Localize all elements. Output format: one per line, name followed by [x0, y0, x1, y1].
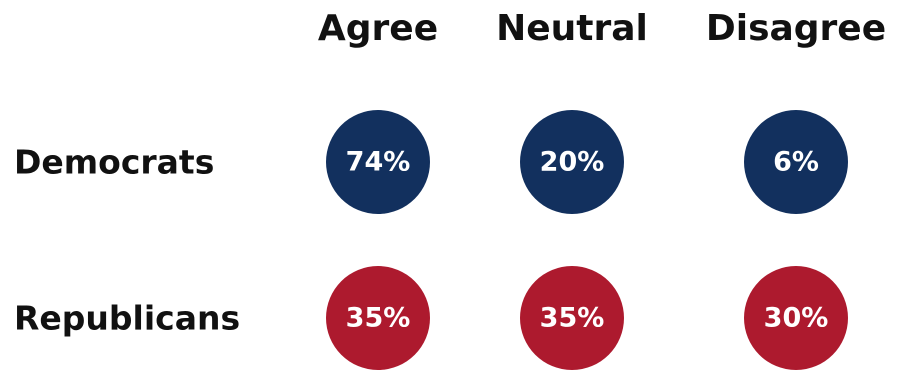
bubble-value-label: 6%	[773, 147, 819, 178]
bubble-republicans-neutral: 35%	[520, 266, 624, 370]
bubble-value-label: 35%	[540, 303, 605, 334]
bubble-democrats-neutral: 20%	[520, 110, 624, 214]
bubble-circle	[744, 266, 848, 370]
column-header-neutral: Neutral	[496, 8, 648, 49]
column-header-agree: Agree	[318, 8, 438, 49]
bubble-circle	[326, 110, 430, 214]
bubble-democrats-agree: 74%	[326, 110, 430, 214]
bubble-value-label: 20%	[540, 147, 605, 178]
bubble-value-label: 30%	[764, 303, 829, 334]
bubble-circle	[744, 110, 848, 214]
row-label-democrats: Democrats	[14, 143, 214, 182]
bubble-value-label: 35%	[346, 303, 411, 334]
bubble-circle	[326, 266, 430, 370]
row-labels: Democrats Republicans	[14, 143, 240, 338]
bubble-circle	[520, 266, 624, 370]
column-headers: Agree Neutral Disagree	[318, 8, 886, 49]
bubble-value-label: 74%	[346, 147, 411, 178]
bubble-republicans-agree: 35%	[326, 266, 430, 370]
bubble-democrats-disagree: 6%	[744, 110, 848, 214]
bubble-circle	[520, 110, 624, 214]
row-label-republicans: Republicans	[14, 299, 240, 338]
bubble-republicans-disagree: 30%	[744, 266, 848, 370]
column-header-disagree: Disagree	[706, 8, 886, 49]
bubble-grid: 74% 20% 6% 35% 35% 30%	[326, 110, 848, 370]
